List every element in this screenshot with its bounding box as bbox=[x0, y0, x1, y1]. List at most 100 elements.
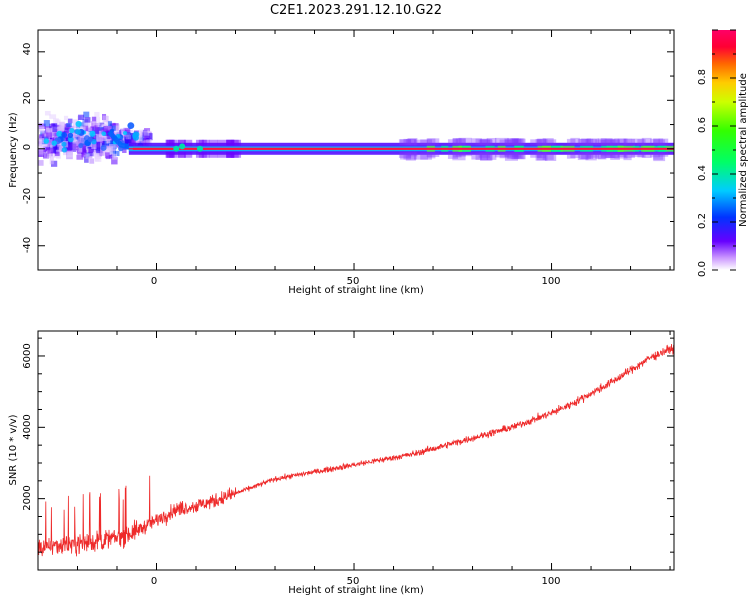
spectral-cell bbox=[46, 132, 53, 138]
spectral-cell bbox=[92, 151, 98, 157]
spectral-peak bbox=[56, 130, 63, 138]
spectral-cell bbox=[42, 153, 49, 159]
spectral-cell bbox=[45, 139, 53, 148]
spectral-cell bbox=[87, 133, 94, 141]
colorbar-ticks bbox=[712, 29, 736, 271]
spectral-cell bbox=[67, 151, 73, 158]
spectral-cell bbox=[105, 125, 113, 130]
spectrogram-xtick-label: 100 bbox=[541, 276, 560, 287]
snr-ytick-label: 2000 bbox=[22, 485, 33, 510]
spectral-peak bbox=[89, 130, 96, 137]
spectral-cell bbox=[104, 152, 110, 159]
spectral-peak bbox=[133, 131, 140, 138]
spectral-cell bbox=[94, 111, 100, 118]
spectral-cell bbox=[52, 146, 59, 154]
spectral-cell bbox=[54, 151, 60, 156]
spectral-peak bbox=[179, 143, 186, 150]
colorbar-label: Normalized spectral amplitude bbox=[738, 73, 749, 227]
spectral-cell bbox=[43, 145, 49, 153]
spectral-cell bbox=[94, 126, 101, 135]
spectral-peak bbox=[127, 122, 135, 130]
spectral-cell bbox=[123, 127, 131, 135]
snr-xaxis-label: Height of straight line (km) bbox=[288, 585, 424, 596]
snr-panel: 0 50 100 Height of straight line (km) 20… bbox=[8, 330, 675, 596]
spectral-cell bbox=[85, 153, 90, 159]
spectral-cell bbox=[66, 123, 72, 128]
snr-ytick-label: 6000 bbox=[22, 343, 33, 368]
colorbar-tick-label: 0.2 bbox=[697, 213, 708, 229]
spectral-cell bbox=[92, 148, 99, 154]
spectrogram-frame bbox=[37, 29, 675, 271]
spectral-cell bbox=[95, 133, 103, 142]
spectral-cell bbox=[108, 144, 116, 151]
spectral-cell bbox=[144, 135, 150, 140]
spectrogram-xaxis-label: Height of straight line (km) bbox=[288, 285, 424, 296]
spectral-peak bbox=[69, 127, 75, 134]
spectral-cell bbox=[112, 153, 118, 160]
spectral-cell bbox=[109, 154, 114, 159]
spectrogram-ytick-label: 0 bbox=[22, 144, 33, 150]
spectral-cell bbox=[98, 122, 105, 127]
spectral-cell bbox=[57, 141, 63, 151]
snr-ticks bbox=[37, 331, 674, 571]
spectral-cell bbox=[91, 141, 97, 150]
spectral-cell bbox=[102, 115, 109, 123]
spectral-cell bbox=[146, 139, 152, 146]
spectral-cell bbox=[49, 114, 57, 119]
spectral-cell bbox=[99, 140, 105, 148]
spectral-peak bbox=[100, 144, 107, 151]
spectral-cell bbox=[117, 131, 123, 136]
colorbar: 0.0 0.2 0.4 0.6 0.8 Normalized spectral … bbox=[697, 29, 749, 277]
spectral-cell bbox=[111, 157, 118, 165]
spectral-cell bbox=[47, 147, 54, 154]
spectral-cell bbox=[53, 118, 59, 124]
spectral-cell bbox=[38, 138, 45, 144]
spectral-cell bbox=[101, 128, 108, 134]
snr-series-line bbox=[38, 343, 674, 557]
spectral-cell bbox=[97, 126, 105, 134]
spectral-cell bbox=[50, 160, 58, 167]
spectral-peak bbox=[196, 145, 203, 152]
spectrogram-ytick-label: -40 bbox=[22, 237, 33, 253]
colorbar-gradient bbox=[712, 30, 736, 270]
spectrogram-ytick-label: 40 bbox=[22, 43, 33, 56]
spectral-cell bbox=[89, 158, 95, 164]
spectral-cell bbox=[81, 150, 87, 156]
spectrogram-yaxis-label: Frequency (Hz) bbox=[8, 112, 19, 188]
spectral-peak bbox=[61, 147, 68, 153]
spectral-cell bbox=[93, 117, 101, 126]
spectral-cell bbox=[38, 149, 44, 156]
spectral-cell bbox=[54, 143, 60, 151]
spectral-cell bbox=[84, 117, 91, 123]
spectral-cell bbox=[67, 118, 73, 124]
spectral-cell bbox=[47, 149, 52, 159]
spectral-cell bbox=[111, 125, 116, 131]
spectral-peak bbox=[67, 132, 74, 139]
spectral-cell bbox=[83, 118, 91, 128]
spectral-cell bbox=[50, 128, 55, 137]
spectral-peak bbox=[75, 129, 81, 135]
spectral-cell bbox=[113, 125, 120, 133]
spectrogram-ytick-label: 20 bbox=[22, 92, 33, 105]
spectral-cell bbox=[76, 154, 84, 160]
colorbar-tick-label: 0.4 bbox=[697, 165, 708, 181]
colorbar-tick-label: 0.8 bbox=[697, 69, 708, 85]
spectral-ramp bbox=[107, 130, 134, 151]
spectral-cell bbox=[46, 128, 53, 135]
snr-xtick-label: 0 bbox=[151, 576, 157, 587]
spectrogram-plot-area bbox=[38, 110, 674, 167]
chart-title: C2E1.2023.291.12.10.G22 bbox=[270, 3, 442, 18]
spectral-cell bbox=[65, 141, 73, 151]
spectral-cell bbox=[84, 156, 89, 163]
spectral-cell bbox=[96, 147, 104, 154]
spectrogram-xtick-label: 50 bbox=[347, 276, 360, 287]
spectral-cell bbox=[79, 146, 84, 153]
spectral-peak bbox=[78, 143, 84, 149]
spectral-cell bbox=[122, 132, 129, 140]
spectral-cell bbox=[87, 145, 93, 154]
spectrogram-panel: 0 50 100 Height of straight line (km) -4… bbox=[8, 29, 675, 296]
spectral-peak bbox=[101, 131, 107, 136]
spectral-cell bbox=[82, 146, 87, 153]
spectrogram-xtick-label: 0 bbox=[151, 276, 157, 287]
